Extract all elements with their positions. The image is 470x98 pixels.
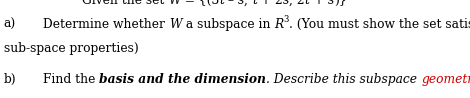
Text: sub-space properties): sub-space properties) [4,42,139,55]
Text: + 2: + 2 [257,0,283,7]
Text: –: – [224,0,238,7]
Text: R: R [274,18,283,31]
Text: t: t [305,0,310,7]
Text: a): a) [4,18,16,31]
Text: = {(3: = {(3 [181,0,219,7]
Text: geometrically: geometrically [421,73,470,86]
Text: Determine whether: Determine whether [43,18,169,31]
Text: t: t [219,0,224,7]
Text: Given the set: Given the set [82,0,169,7]
Text: t: t [252,0,257,7]
Text: ,: , [244,0,252,7]
Text: , 2: , 2 [289,0,305,7]
Text: b): b) [4,73,16,86]
Text: s: s [238,0,244,7]
Text: basis and the dimension: basis and the dimension [100,73,266,86]
Text: s: s [328,0,334,7]
Text: )}: )} [334,0,346,7]
Text: s: s [283,0,289,7]
Text: . (You must show the set satisfies a: . (You must show the set satisfies a [289,18,470,31]
Text: W: W [169,0,181,7]
Text: . Describe this subspace: . Describe this subspace [266,73,421,86]
Text: Find the: Find the [43,73,100,86]
Text: a subspace in: a subspace in [181,18,274,31]
Text: W: W [169,18,181,31]
Text: 3: 3 [283,15,289,24]
Text: +: + [310,0,328,7]
